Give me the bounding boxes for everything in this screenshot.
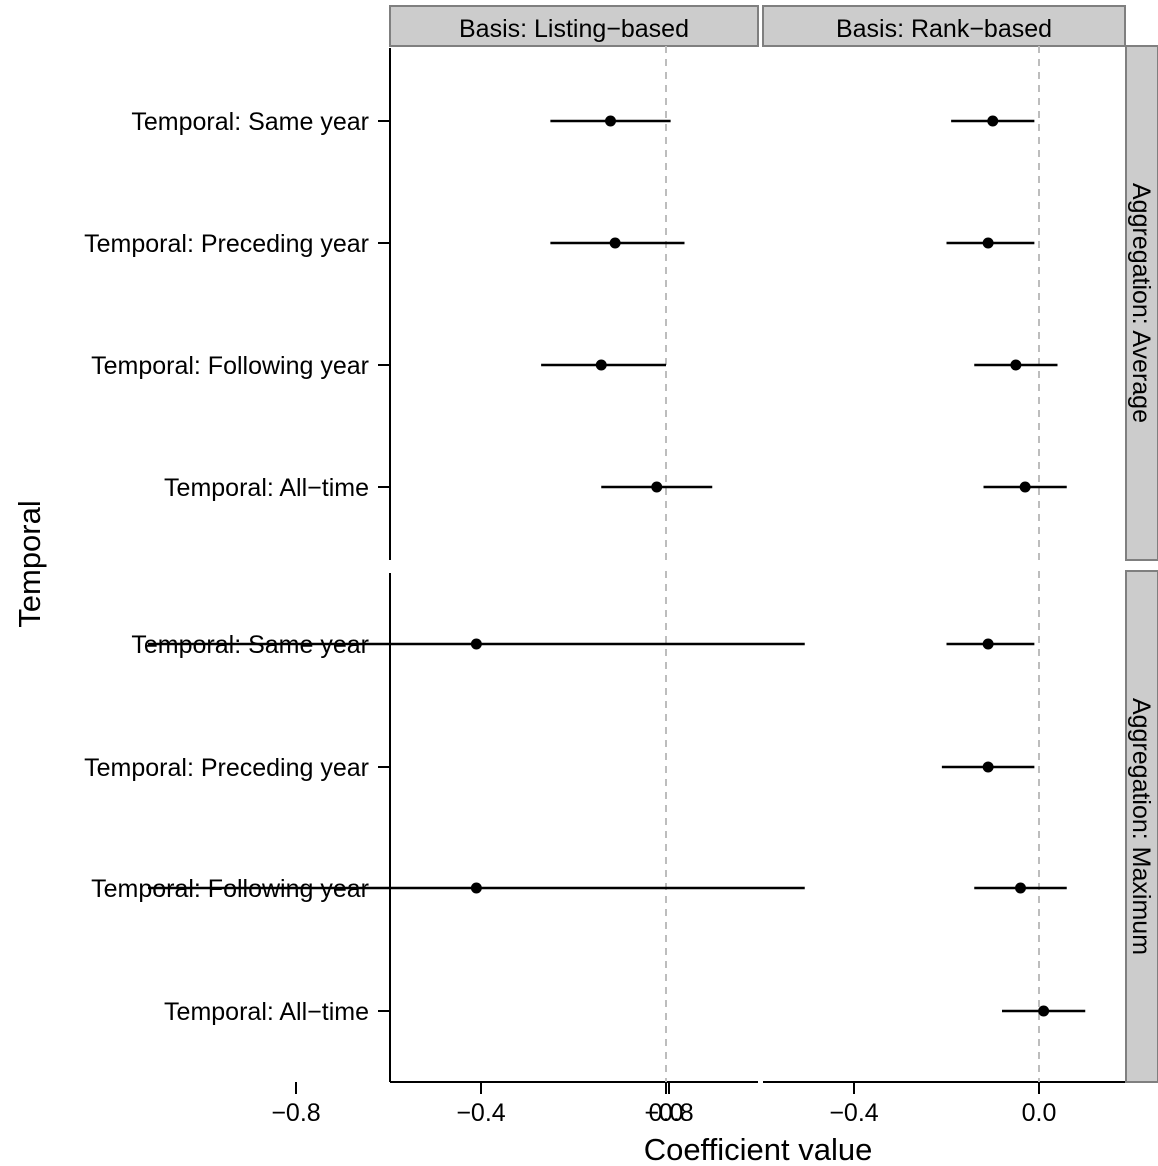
- estimate-point-2-3: [1010, 359, 1022, 371]
- estimate-point-4-1: [982, 638, 994, 650]
- estimate-point-2-4: [1019, 481, 1031, 493]
- estimate-point-4-2: [982, 761, 994, 773]
- data-marks: [148, 115, 1086, 1017]
- x-axis-title: Coefficient value: [644, 1132, 873, 1166]
- y-tick-label-1-1: Temporal: Same year: [131, 108, 369, 136]
- facet-strip-col-2: [762, 5, 1126, 47]
- y-tick-label-2-3: Temporal: Following year: [91, 875, 369, 903]
- y-tick-label-2-1: Temporal: Same year: [131, 631, 369, 659]
- estimate-point-3-1: [470, 638, 482, 650]
- estimate-point-1-1: [605, 115, 616, 127]
- facet-strips: Basis: Listing−based Basis: Rank−based Agg…: [389, 5, 1158, 1083]
- estimate-point-1-2: [609, 237, 621, 249]
- x-tick-label-2-1: −0.8: [644, 1099, 693, 1127]
- estimate-point-2-1: [987, 115, 999, 127]
- estimate-point-1-4: [651, 481, 663, 493]
- y-tick-label-2-2: Temporal: Preceding year: [84, 754, 369, 782]
- facet-strip-label-row-2: Aggregation: Maximum: [1127, 698, 1155, 955]
- x-tick-label-1-1: −0.8: [271, 1099, 320, 1127]
- y-tick-label-1-4: Temporal: All−time: [164, 474, 369, 502]
- estimate-point-2-2: [982, 237, 994, 249]
- y-axis-title: Temporal: [12, 500, 47, 628]
- y-tick-label-1-2: Temporal: Preceding year: [84, 230, 369, 258]
- y-tick-label-1-3: Temporal: Following year: [91, 352, 369, 380]
- axis-labels: Temporal: Same year Temporal: Preceding y…: [12, 108, 1056, 1166]
- estimate-point-4-4: [1038, 1005, 1050, 1017]
- facet-strip-row-1: [1125, 45, 1158, 561]
- x-tick-label-1-3: 0.0: [649, 1099, 684, 1127]
- facet-strip-label-col-2: Basis: Rank−based: [836, 15, 1052, 43]
- facet-strip-col-1: [389, 5, 759, 47]
- facet-strip-label-row-1: Aggregation: Average: [1127, 183, 1155, 423]
- facet-strip-row-2: [1125, 570, 1158, 1083]
- estimate-point-4-3: [1015, 882, 1026, 894]
- reference-lines: [665, 46, 1040, 1082]
- estimate-point-1-3: [595, 359, 607, 371]
- facet-strip-label-col-1: Basis: Listing−based: [459, 15, 689, 43]
- estimate-point-3-3: [470, 882, 482, 894]
- x-tick-label-1-2: −0.4: [456, 1099, 505, 1127]
- x-tick-label-2-3: 0.0: [1022, 1099, 1057, 1127]
- x-tick-label-2-2: −0.4: [829, 1099, 878, 1127]
- axis-lines: [295, 48, 1125, 1094]
- y-tick-label-2-4: Temporal: All−time: [164, 998, 369, 1026]
